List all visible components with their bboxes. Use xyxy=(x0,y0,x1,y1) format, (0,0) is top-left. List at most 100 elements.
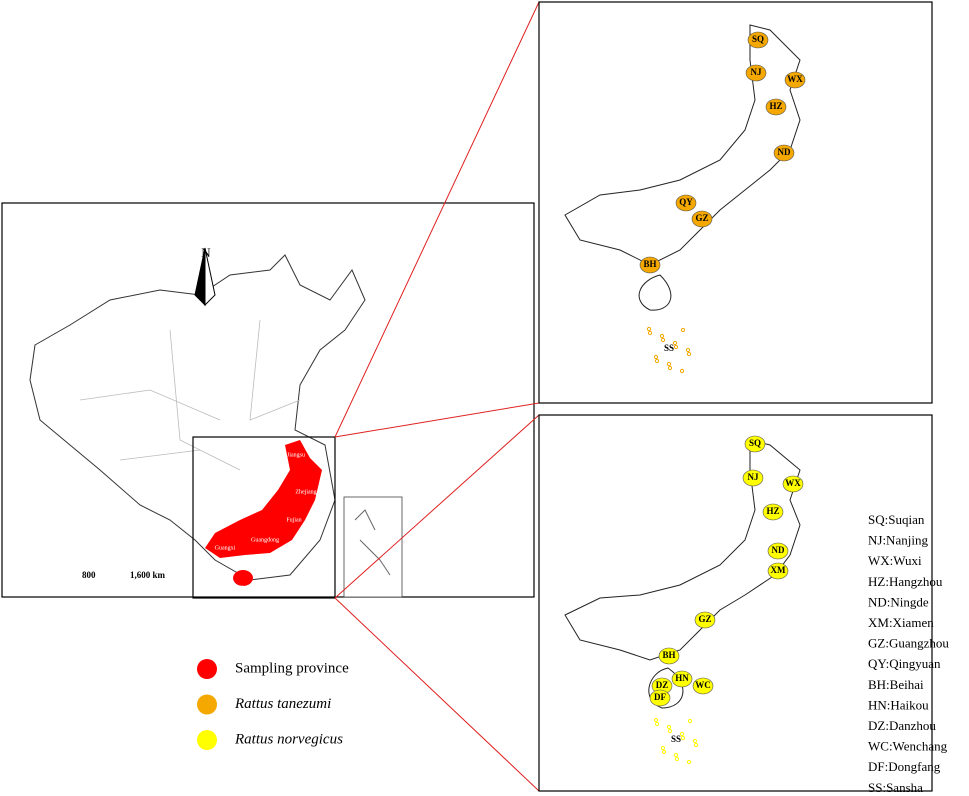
north-arrow-fill xyxy=(195,248,205,305)
connector-lines xyxy=(334,1,540,792)
island-dot xyxy=(686,759,692,765)
island-dot xyxy=(687,718,693,724)
key-entry: DF:Dongfang xyxy=(868,759,941,774)
island-dot xyxy=(654,721,660,727)
legend-label: Sampling province xyxy=(235,660,349,676)
site-patch xyxy=(773,144,795,162)
site-label: DF xyxy=(654,692,666,702)
site-label: GZ xyxy=(698,614,711,624)
key-entry: XM:Xiamen xyxy=(868,615,934,630)
island-dot xyxy=(667,365,673,371)
site-patch xyxy=(767,562,789,580)
province-label: Guangxi xyxy=(215,545,236,551)
key-entry: HZ:Hangzhou xyxy=(868,574,943,589)
site-label: DZ xyxy=(656,680,669,690)
province-label: Fujian xyxy=(286,517,301,523)
legend-label: Rattus tanezumi xyxy=(234,696,331,712)
site-label: SS xyxy=(671,734,681,744)
china-outline xyxy=(29,254,366,581)
site-label: WX xyxy=(787,74,803,84)
tanezumi-region-map xyxy=(564,24,801,266)
site-label: ND xyxy=(778,147,791,157)
site-patch xyxy=(742,469,764,487)
island-dot xyxy=(672,340,678,346)
sampling-region xyxy=(205,440,322,558)
island-dot xyxy=(685,347,691,353)
key-entry: ND:Ningde xyxy=(868,594,929,609)
site-patch xyxy=(639,256,661,274)
site-patch xyxy=(747,31,769,49)
site-label: BH xyxy=(662,650,675,660)
island-dot xyxy=(674,756,680,762)
island-dot xyxy=(679,731,685,737)
key-entry: QY:Qingyuan xyxy=(868,656,941,671)
site-patch xyxy=(767,542,789,560)
island-dot xyxy=(679,368,685,374)
site-patch xyxy=(658,647,680,665)
site-patch xyxy=(649,689,671,707)
key-entry: WC:Wenchang xyxy=(868,739,948,754)
site-label: GZ xyxy=(695,213,708,223)
site-patch xyxy=(762,503,784,521)
island-dot xyxy=(660,745,666,751)
site-patch xyxy=(675,194,697,212)
island-dot xyxy=(673,752,679,758)
island-dot xyxy=(660,337,666,343)
site-label: SQ xyxy=(749,438,761,448)
tanezumi-hainan xyxy=(638,274,672,311)
province-label: Guangdong xyxy=(251,537,279,543)
site-label: ND xyxy=(772,545,785,555)
site-patch xyxy=(745,64,767,82)
province-borders xyxy=(79,319,301,471)
legend-swatch xyxy=(197,694,217,715)
main-map-frame xyxy=(1,202,535,598)
site-label: WC xyxy=(695,680,711,690)
norvegicus-region-map xyxy=(564,439,801,661)
island-dot xyxy=(661,749,667,755)
site-patch xyxy=(692,677,714,695)
site-patch xyxy=(782,475,804,493)
key-entry: DZ:Danzhou xyxy=(868,718,936,733)
island-dot xyxy=(667,728,673,734)
province-label: Zhejiang xyxy=(295,489,316,495)
scale-label: 1,600 km xyxy=(130,570,166,580)
island-dot xyxy=(686,351,692,357)
province-label: Hainan xyxy=(239,585,256,591)
site-patch xyxy=(671,670,693,688)
norvegicus-panel-frame xyxy=(538,414,933,792)
south-sea-islands xyxy=(354,509,391,576)
province-label: Jiangsu xyxy=(287,452,305,458)
inset-frame xyxy=(192,436,336,599)
site-label: XM xyxy=(771,565,786,575)
key-entry: NJ:Nanjing xyxy=(868,533,928,548)
island-dot xyxy=(666,724,672,730)
site-patch xyxy=(765,98,787,116)
key-entry: WX:Wuxi xyxy=(868,553,922,568)
island-dot xyxy=(653,717,659,723)
key-entry: SS:Sansha xyxy=(868,780,923,795)
site-patch xyxy=(694,611,716,629)
tanezumi-panel-frame xyxy=(538,1,933,404)
island-dot xyxy=(647,330,653,336)
key-entry: HN:Haikou xyxy=(868,697,929,712)
island-dot xyxy=(680,735,686,741)
labels: Jiangsu Zhejiang Fujian Guangdong Guangxi Hai… xyxy=(197,31,949,795)
island-dot xyxy=(693,742,699,748)
key-entry: SQ:Suqian xyxy=(868,512,925,527)
site-patch xyxy=(744,435,766,453)
site-label: HN xyxy=(675,673,689,683)
legend-swatch xyxy=(197,730,217,750)
site-label: SS xyxy=(664,343,674,353)
site-label: HZ xyxy=(769,101,782,111)
site-label: SQ xyxy=(752,34,764,44)
key-entry: GZ:Guangzhou xyxy=(868,636,949,651)
site-label: NJ xyxy=(751,67,762,77)
site-patch xyxy=(691,210,713,228)
island-dot xyxy=(666,361,672,367)
scale-label: 800 xyxy=(82,570,96,580)
island-dot xyxy=(646,326,652,332)
legend-swatch xyxy=(197,659,217,679)
key-entry: BH:Beihai xyxy=(868,677,924,692)
site-label: BH xyxy=(643,259,656,269)
